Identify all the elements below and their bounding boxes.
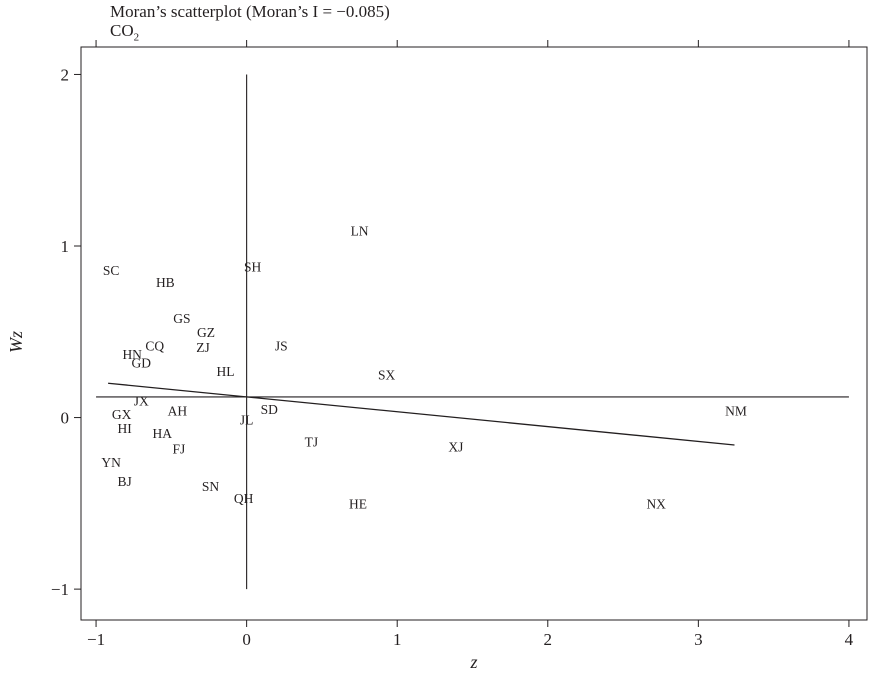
point-label-jl: JL: [240, 412, 254, 427]
reference-lines: [96, 74, 849, 590]
point-label-zj: ZJ: [196, 340, 210, 355]
point-label-js: JS: [275, 339, 288, 354]
x-axis-label: z: [469, 652, 477, 672]
point-label-ah: AH: [168, 404, 188, 419]
point-label-sc: SC: [103, 263, 120, 278]
plot-frame: [80, 46, 868, 621]
point-label-he: HE: [349, 496, 367, 511]
chart-subtitle: CO2: [110, 21, 139, 43]
top-axis-ticks: [95, 40, 850, 47]
point-label-nx: NX: [646, 496, 666, 511]
point-label-ln: LN: [351, 224, 369, 239]
chart-subtitle-base: CO: [110, 21, 134, 40]
point-label-gs: GS: [173, 311, 190, 326]
x-tick-label: 4: [845, 630, 854, 649]
regression-line: [108, 382, 735, 446]
x-tick-label: 2: [544, 630, 553, 649]
x-tick-label: −1: [87, 630, 105, 649]
point-label-sx: SX: [378, 368, 396, 383]
point-label-yn: YN: [101, 455, 121, 470]
point-label-nm: NM: [725, 404, 747, 419]
chart-subtitle-subscript: 2: [133, 31, 140, 44]
x-tick-label: 3: [694, 630, 703, 649]
point-label-sn: SN: [202, 479, 220, 494]
y-tick-label: −1: [51, 580, 69, 599]
chart-title: Moran’s scatterplot (Moran’s I = −0.085): [110, 2, 390, 21]
point-label-fj: FJ: [172, 441, 185, 456]
y-tick-label: 2: [61, 65, 70, 84]
y-tick-label: 1: [61, 237, 70, 256]
point-label-ha: HA: [153, 426, 173, 441]
point-label-sh: SH: [244, 260, 262, 275]
point-label-cq: CQ: [145, 339, 164, 354]
y-axis-label: Wz: [6, 331, 26, 353]
point-label-gx: GX: [112, 407, 132, 422]
x-axis: −1 0 1 2 3 4: [87, 620, 854, 649]
point-label-tj: TJ: [305, 435, 319, 450]
point-label-bj: BJ: [118, 474, 132, 489]
y-tick-label: 0: [61, 409, 70, 428]
y-axis: −1 0 1 2: [51, 65, 81, 599]
point-label-hi: HI: [118, 421, 133, 436]
x-tick-label: 1: [393, 630, 402, 649]
point-label-hn: HN: [122, 347, 142, 362]
point-label-gd: GD: [131, 356, 151, 371]
point-label-hb: HB: [156, 275, 175, 290]
point-label-gz: GZ: [197, 325, 215, 340]
point-label-qh: QH: [234, 491, 254, 506]
point-label-jx: JX: [134, 393, 149, 408]
x-tick-label: 0: [242, 630, 251, 649]
point-label-sd: SD: [261, 402, 279, 417]
point-label-xj: XJ: [448, 440, 463, 455]
point-label-hl: HL: [217, 364, 235, 379]
